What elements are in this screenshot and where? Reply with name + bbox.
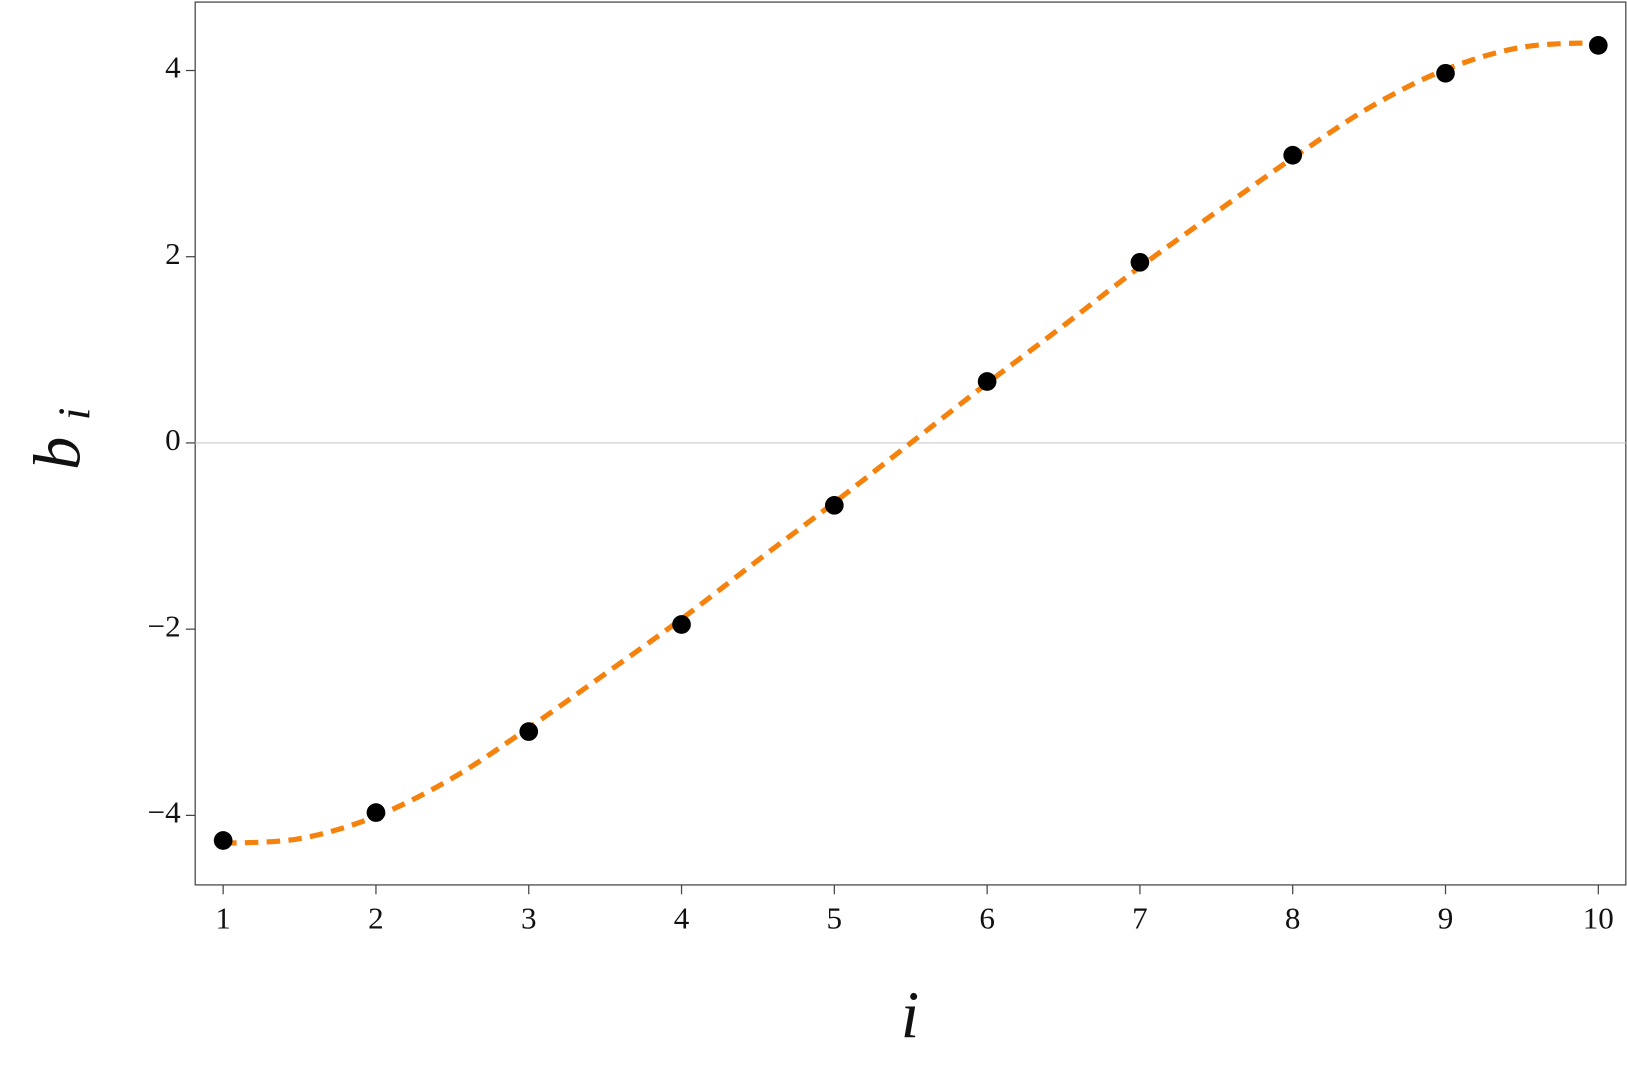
y-tick-label: 4 xyxy=(165,50,181,85)
y-axis-label: b xyxy=(22,437,95,470)
data-point xyxy=(1130,252,1150,272)
y-axis-label-group: b i xyxy=(22,408,100,470)
data-point xyxy=(1588,36,1608,55)
data-point xyxy=(1283,145,1303,165)
data-point xyxy=(213,831,233,850)
x-tick-label: 8 xyxy=(1285,900,1301,935)
x-tick-label: 9 xyxy=(1438,900,1454,935)
y-axis-label-subscript: i xyxy=(48,408,99,421)
data-point xyxy=(519,722,539,741)
data-point xyxy=(824,495,844,515)
data-point xyxy=(366,803,386,822)
y-tick-label: −2 xyxy=(148,608,181,643)
x-tick-label: 5 xyxy=(827,900,843,935)
data-point xyxy=(977,372,997,391)
x-tick-label: 2 xyxy=(368,900,384,935)
x-tick-label: 7 xyxy=(1132,900,1148,935)
y-tick-label: 0 xyxy=(165,422,181,457)
x-tick-label: 6 xyxy=(979,900,995,935)
x-tick-label: 10 xyxy=(1583,900,1614,935)
data-point xyxy=(1436,63,1455,83)
fit-curve xyxy=(222,39,1599,846)
x-tick-label: 1 xyxy=(215,900,231,935)
data-point xyxy=(672,615,691,634)
y-tick-label: −4 xyxy=(148,795,182,830)
y-tick-label: 2 xyxy=(165,236,181,271)
x-tick-label: 3 xyxy=(521,900,537,935)
x-axis-label: i xyxy=(901,979,919,1052)
x-tick-label: 4 xyxy=(674,900,690,935)
